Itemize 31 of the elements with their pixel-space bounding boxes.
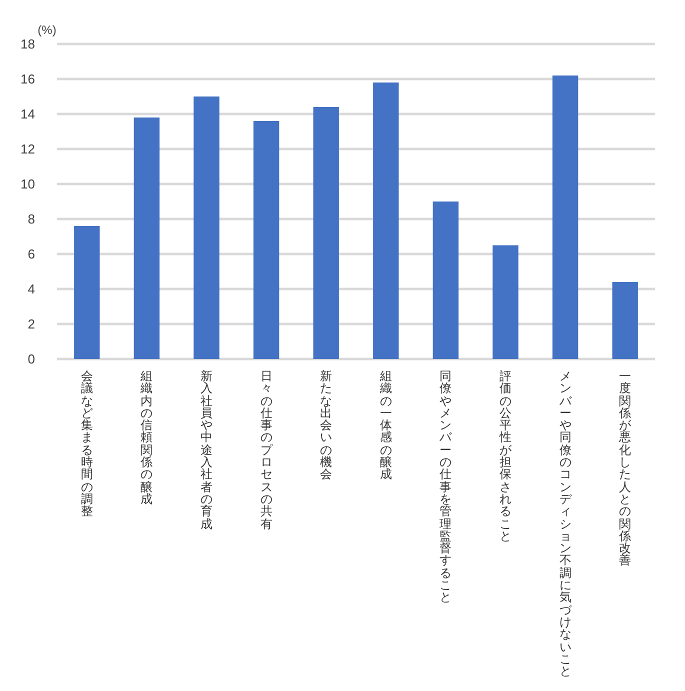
y-tick-label: 2: [28, 316, 35, 332]
category-label: 評価の公平性が担保されること: [500, 369, 512, 543]
bar: [492, 245, 518, 359]
category-label: 同僚やメンバーの仕事を管理監督すること: [440, 369, 452, 604]
y-tick-label: 18: [20, 36, 35, 52]
category-label: 組織の一体感の醸成: [380, 369, 392, 482]
y-tick-label: 14: [20, 106, 35, 122]
category-label: メンバーや同僚のコンディション不調に気づけないこと: [559, 369, 572, 678]
y-tick-label: 6: [28, 246, 35, 262]
category-label: 新たな出会いの機会: [320, 369, 332, 482]
bar: [134, 118, 160, 359]
category-label: 組織内の信頼関係の醸成: [140, 369, 153, 506]
bar: [74, 226, 100, 359]
y-tick-label: 8: [28, 212, 35, 226]
bar: [373, 82, 399, 359]
y-tick-label: 0: [28, 352, 35, 366]
y-tick-label: 10: [20, 176, 35, 192]
category-label: 一度関係が悪化した人との関係改善: [619, 369, 632, 568]
y-axis-title: (%): [38, 23, 56, 37]
category-label: 新入社員や中途入社者の育成: [200, 369, 212, 531]
bar: [552, 76, 578, 359]
y-tick-label: 16: [20, 72, 35, 86]
y-tick-label: 4: [28, 282, 35, 296]
category-label: 会議など集まる時間の調整: [80, 369, 93, 518]
bar: [612, 282, 638, 359]
category-label: 日々の仕事のプロセスの共有: [260, 369, 272, 531]
bar: [432, 202, 459, 359]
bar: [194, 96, 220, 359]
y-tick-label: 12: [20, 142, 35, 156]
bar: [253, 121, 280, 359]
bar: [313, 107, 339, 359]
